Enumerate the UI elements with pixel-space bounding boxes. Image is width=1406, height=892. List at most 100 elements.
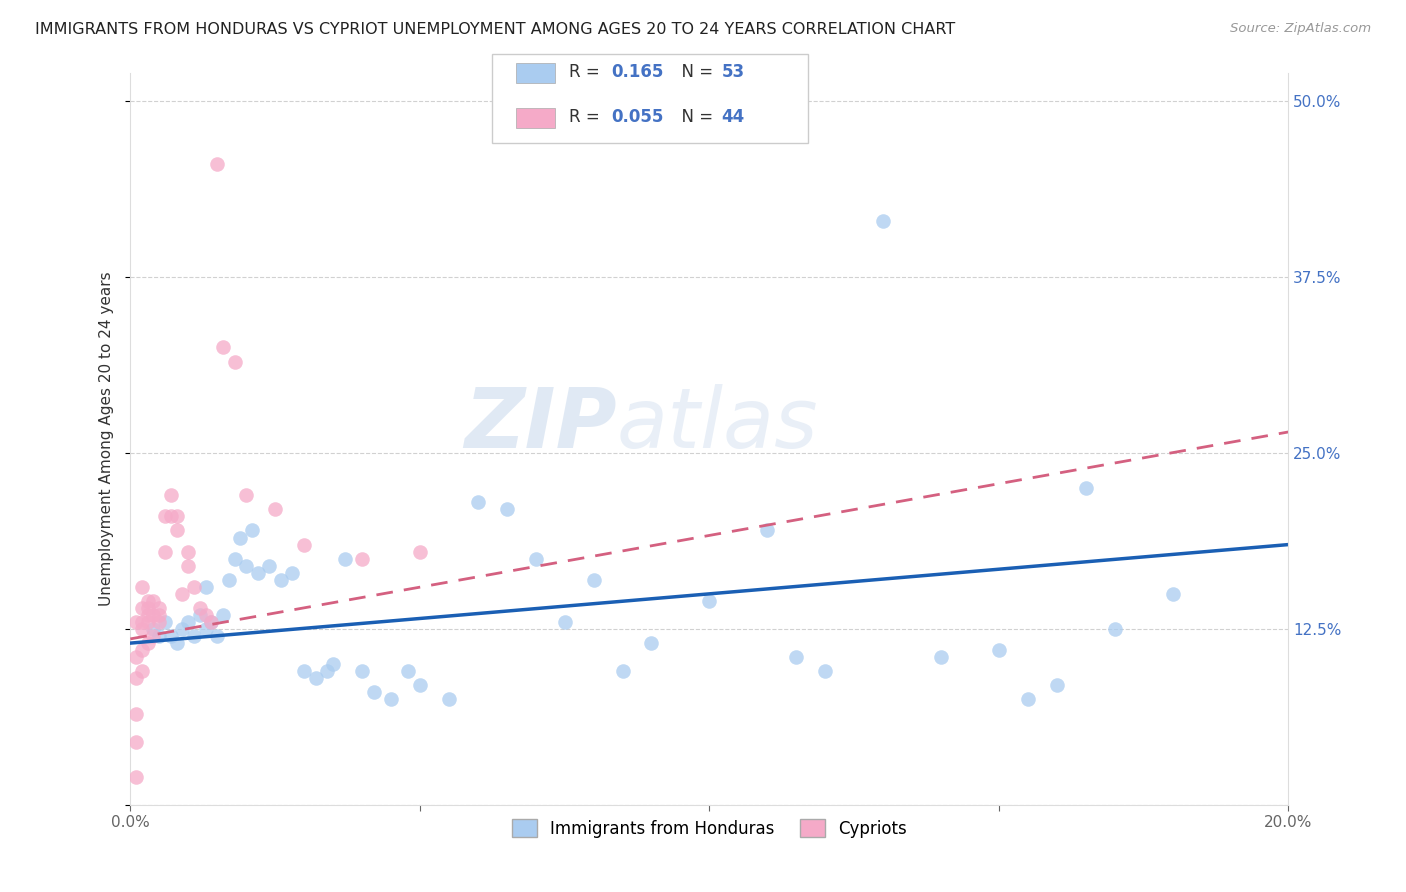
Point — [218, 573, 240, 587]
Point — [224, 551, 246, 566]
Legend: Immigrants from Honduras, Cypriots: Immigrants from Honduras, Cypriots — [505, 813, 914, 844]
Point — [125, 615, 148, 629]
Text: Source: ZipAtlas.com: Source: ZipAtlas.com — [1230, 22, 1371, 36]
Point — [350, 665, 373, 679]
Point — [264, 502, 287, 516]
Point — [235, 558, 257, 573]
Point — [524, 551, 547, 566]
Point — [212, 607, 235, 622]
Point — [699, 594, 721, 608]
Point — [363, 685, 385, 699]
Text: N =: N = — [671, 108, 718, 126]
Point — [136, 601, 159, 615]
Point — [281, 566, 304, 580]
Point — [640, 636, 662, 650]
Text: IMMIGRANTS FROM HONDURAS VS CYPRIOT UNEMPLOYMENT AMONG AGES 20 TO 24 YEARS CORRE: IMMIGRANTS FROM HONDURAS VS CYPRIOT UNEM… — [35, 22, 956, 37]
Text: 0.055: 0.055 — [612, 108, 664, 126]
Point — [136, 594, 159, 608]
Point — [160, 629, 183, 643]
Point — [396, 665, 419, 679]
Point — [148, 629, 170, 643]
Point — [142, 607, 165, 622]
Point — [205, 629, 228, 643]
Point — [987, 643, 1010, 657]
Point — [409, 678, 432, 692]
Point — [333, 551, 356, 566]
Point — [131, 622, 153, 636]
Text: 53: 53 — [721, 63, 744, 81]
Point — [259, 558, 281, 573]
Point — [166, 636, 188, 650]
Point — [224, 354, 246, 368]
Point — [188, 607, 211, 622]
Point — [153, 509, 176, 524]
Point — [1104, 622, 1126, 636]
Point — [194, 580, 217, 594]
Point — [304, 671, 326, 685]
Point — [136, 607, 159, 622]
Point — [136, 615, 159, 629]
Point — [380, 692, 402, 706]
Point — [177, 544, 200, 558]
Text: R =: R = — [569, 108, 606, 126]
Point — [437, 692, 460, 706]
Point — [183, 580, 205, 594]
Point — [467, 495, 489, 509]
Point — [142, 622, 165, 636]
Point — [166, 524, 188, 538]
Point — [240, 524, 263, 538]
Point — [142, 629, 165, 643]
Point — [246, 566, 269, 580]
Point — [177, 558, 200, 573]
Point — [200, 615, 222, 629]
Point — [131, 580, 153, 594]
Point — [235, 488, 257, 502]
Point — [316, 665, 339, 679]
Point — [1017, 692, 1039, 706]
Point — [194, 607, 217, 622]
Point — [785, 650, 807, 665]
Point — [131, 643, 153, 657]
Point — [612, 665, 634, 679]
Text: atlas: atlas — [617, 384, 818, 465]
Point — [582, 573, 605, 587]
Point — [1046, 678, 1069, 692]
Text: ZIP: ZIP — [464, 384, 617, 465]
Point — [212, 341, 235, 355]
Point — [322, 657, 344, 672]
Point — [125, 734, 148, 748]
Point — [142, 594, 165, 608]
Point — [131, 665, 153, 679]
Point — [872, 214, 894, 228]
Y-axis label: Unemployment Among Ages 20 to 24 years: Unemployment Among Ages 20 to 24 years — [100, 272, 114, 607]
Point — [160, 509, 183, 524]
Point — [350, 551, 373, 566]
Point — [153, 615, 176, 629]
Point — [148, 615, 170, 629]
Point — [205, 157, 228, 171]
Point — [148, 607, 170, 622]
Text: R =: R = — [569, 63, 606, 81]
Point — [1161, 587, 1184, 601]
Point — [929, 650, 952, 665]
Point — [554, 615, 576, 629]
Point — [495, 502, 517, 516]
Point — [153, 544, 176, 558]
Text: N =: N = — [671, 63, 718, 81]
Point — [188, 601, 211, 615]
Point — [131, 601, 153, 615]
Point — [160, 488, 183, 502]
Point — [136, 636, 159, 650]
Point — [756, 524, 779, 538]
Point — [229, 531, 252, 545]
Point — [125, 706, 148, 721]
Point — [814, 665, 837, 679]
Point — [125, 770, 148, 784]
Point — [125, 671, 148, 685]
Point — [1074, 481, 1097, 495]
Point — [292, 538, 315, 552]
Point — [148, 601, 170, 615]
Text: 44: 44 — [721, 108, 745, 126]
Point — [183, 629, 205, 643]
Point — [409, 544, 432, 558]
